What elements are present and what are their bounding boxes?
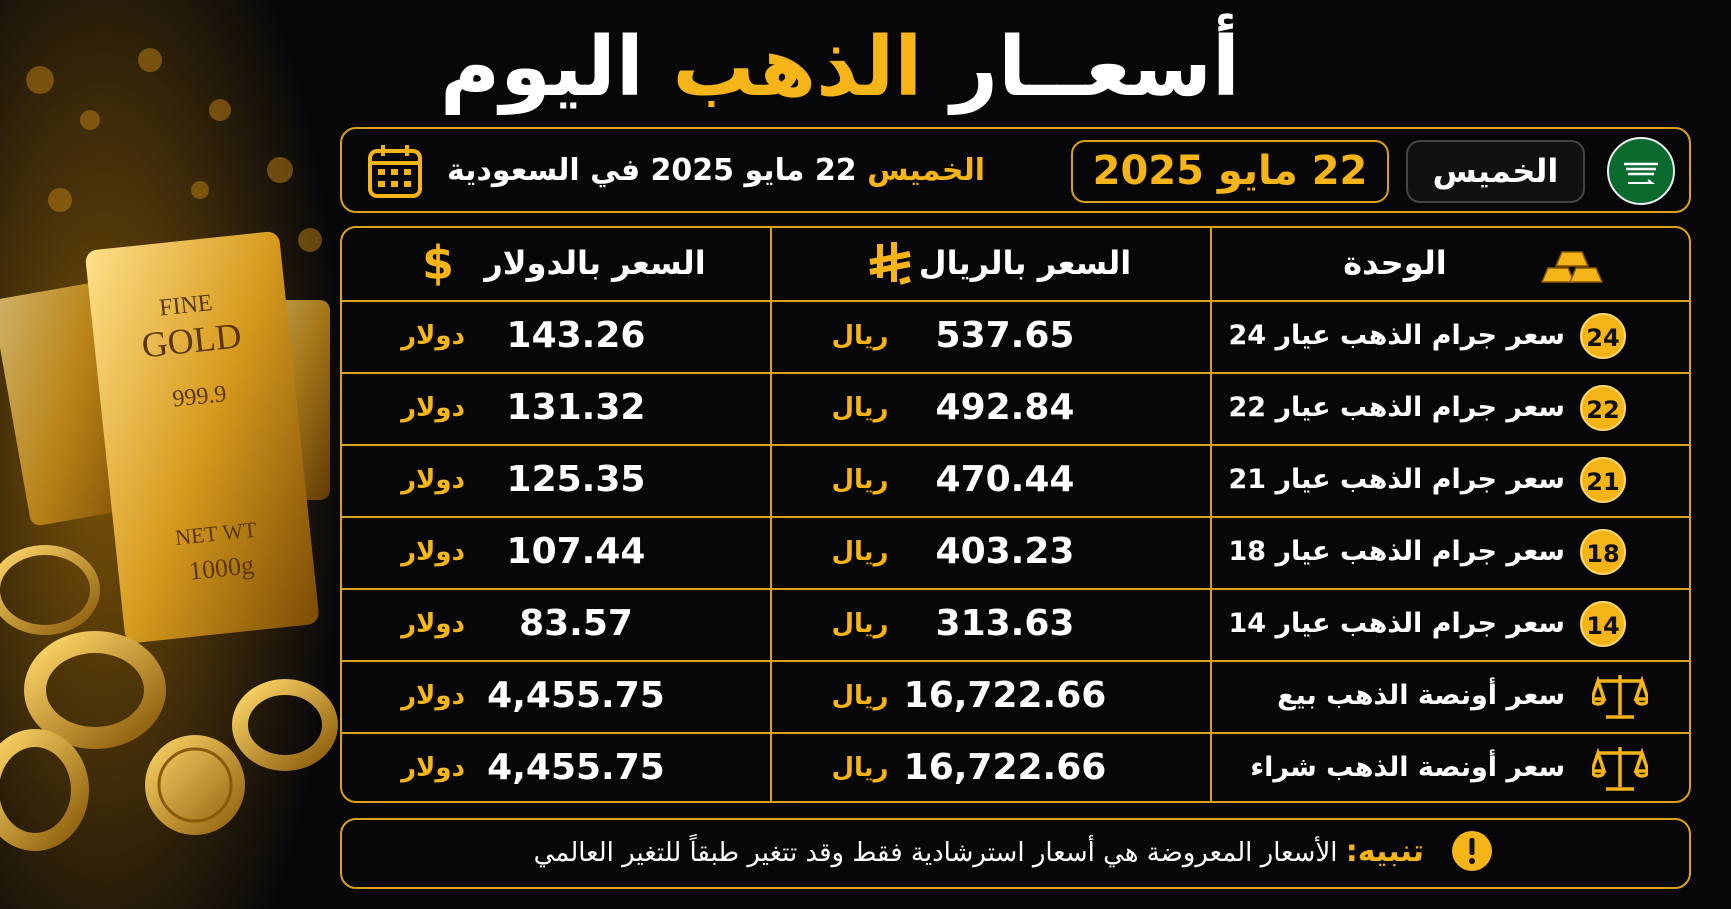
sar-unit: ريال (831, 321, 889, 351)
summary-day: الخميس (867, 153, 985, 188)
date-bar (340, 127, 1691, 213)
row-label: سعر جرام الذهب عيار 18 (1228, 536, 1565, 567)
sar-unit: ريال (831, 681, 889, 711)
col-divider (1210, 227, 1212, 802)
gold-bars-icon (1540, 251, 1604, 283)
sar-unit: ريال (831, 393, 889, 423)
gold-image: FINE GOLD 999.9 NET WT 1000g (0, 0, 345, 909)
header: الوحدة (1343, 244, 1447, 282)
table-row (340, 732, 1691, 804)
usd-price: 107.44 (506, 531, 646, 572)
karat-badge: 24 (1580, 313, 1626, 359)
bar-text: FINE (158, 290, 214, 321)
col-divider (770, 227, 772, 802)
sar-unit: ريال (831, 465, 889, 495)
calendar-icon (368, 145, 422, 198)
title-text: اليوم (439, 20, 644, 115)
usd-unit: دولار (401, 321, 465, 351)
karat-badge: 22 (1580, 385, 1626, 431)
day: الخميس (1432, 152, 1559, 190)
warning-icon (1452, 831, 1492, 871)
usd-unit: دولار (401, 465, 465, 495)
usd-unit: دولار (401, 609, 465, 639)
row-label: سعر جرام الذهب عيار 24 (1228, 320, 1565, 351)
sar-price: 537.65 (935, 315, 1075, 356)
table-row (340, 300, 1691, 372)
usd-price: 83.57 (519, 603, 633, 644)
row-label: سعر جرام الذهب عيار 21 (1228, 464, 1565, 495)
row-label: سعر أونصة الذهب بيع (1277, 680, 1565, 711)
sar-unit: ريال (831, 537, 889, 567)
title: أسعــار الذهب اليوم (340, 18, 1340, 118)
karat-badge: 21 (1580, 457, 1626, 503)
header: السعر بالدولار (484, 244, 706, 282)
usd-price: 4,455.75 (487, 675, 665, 716)
table-row (340, 660, 1691, 732)
bar-text: 999.9 (171, 381, 227, 413)
sar-price: 403.23 (935, 531, 1075, 572)
row-label: سعر جرام الذهب عيار 14 (1228, 608, 1565, 639)
row-label: سعر جرام الذهب عيار 22 (1228, 392, 1565, 423)
sar-price: 492.84 (935, 387, 1075, 428)
usd-unit: دولار (401, 753, 465, 783)
sar-price: 470.44 (935, 459, 1075, 500)
title-text: أسعــار (950, 20, 1241, 115)
notice-label: تنبيه: (1345, 834, 1424, 869)
sar-price: 16,722.66 (903, 747, 1107, 788)
sar-price: 313.63 (935, 603, 1075, 644)
scale-icon (1592, 675, 1648, 719)
scale-icon (1592, 747, 1648, 791)
row-label: سعر أونصة الذهب شراء (1250, 752, 1565, 783)
usd-price: 125.35 (506, 459, 646, 500)
date: 22 مايو 2025 (1092, 148, 1368, 194)
karat-badge: 14 (1580, 601, 1626, 647)
sar-price: 16,722.66 (903, 675, 1107, 716)
sar-unit: ريال (831, 753, 889, 783)
usd-price: 131.32 (506, 387, 646, 428)
table-row (340, 372, 1691, 444)
table-row (340, 588, 1691, 660)
bar-text: 1000g (188, 550, 256, 586)
riyal-icon (869, 242, 911, 285)
title-highlight: الذهب (672, 20, 923, 115)
usd-unit: دولار (401, 537, 465, 567)
price-table (340, 226, 1691, 803)
notice (340, 818, 1691, 889)
notice-text: تنبيه: الأسعار المعروضة هي أسعار استرشاد… (534, 830, 1424, 875)
usd-unit: دولار (401, 681, 465, 711)
sar-unit: ريال (831, 609, 889, 639)
usd-price: 143.26 (506, 315, 646, 356)
dollar-symbol: $ (421, 236, 454, 290)
notice-body: الأسعار المعروضة هي أسعار استرشادية فقط … (533, 838, 1338, 868)
table-row (340, 516, 1691, 588)
usd-unit: دولار (401, 393, 465, 423)
date-pill (1071, 140, 1389, 203)
karat-badge: 18 (1580, 529, 1626, 575)
day-pill (1406, 140, 1585, 203)
header: السعر بالريال (918, 244, 1132, 282)
date-summary: الخميس 22 مايو 2025 في السعودية (447, 150, 985, 192)
table-row (340, 444, 1691, 516)
summary-rest: 22 مايو 2025 في السعودية (446, 153, 857, 188)
flag (1607, 137, 1675, 205)
usd-price: 4,455.75 (487, 747, 665, 788)
